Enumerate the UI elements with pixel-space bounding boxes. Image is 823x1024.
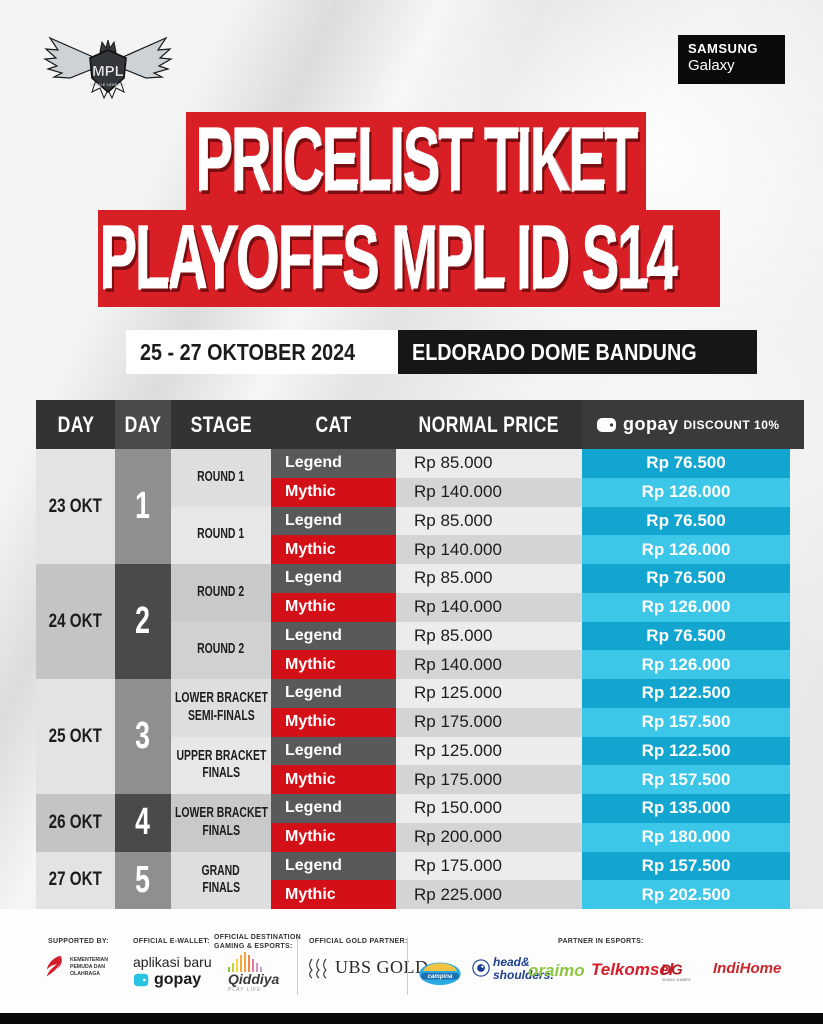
svg-text:MOBILE LEGENDS: MOBILE LEGENDS (90, 83, 126, 87)
svg-text:DUNIA GAMES: DUNIA GAMES (663, 978, 692, 982)
svg-text:campina: campina (428, 973, 453, 980)
svg-text:MPL: MPL (92, 63, 124, 80)
svg-text:DG: DG (661, 963, 683, 979)
